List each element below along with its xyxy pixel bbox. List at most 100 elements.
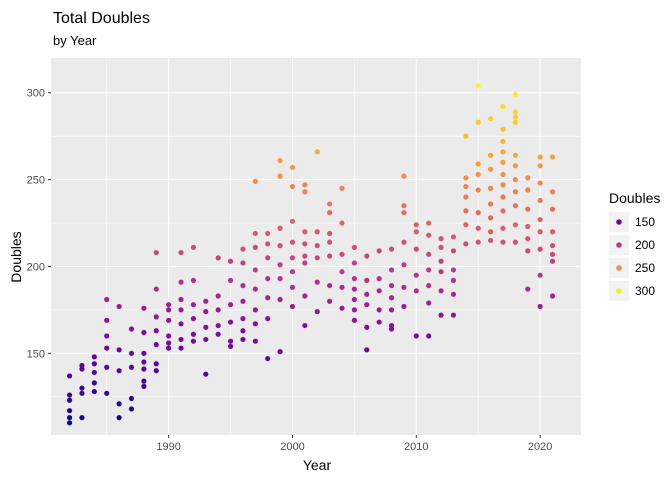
data-point (512, 222, 518, 228)
data-point (525, 175, 531, 181)
data-point (252, 321, 258, 327)
data-point (252, 307, 258, 313)
data-point (351, 276, 357, 282)
data-point (364, 302, 370, 308)
data-point (203, 336, 209, 343)
data-point (302, 189, 308, 195)
data-point (178, 296, 184, 303)
data-point (549, 251, 556, 257)
data-point (537, 154, 543, 160)
data-point (500, 104, 506, 110)
data-point (463, 208, 469, 214)
data-point (327, 282, 333, 289)
data-point (277, 173, 283, 179)
data-point (227, 338, 234, 344)
data-point (265, 315, 271, 322)
data-point (104, 390, 110, 396)
axis-ticks: 1990 2000 2010 2020 150 200 250 300 (27, 88, 553, 453)
data-point (401, 303, 407, 310)
data-point (116, 368, 122, 374)
data-point (240, 246, 246, 252)
data-point (104, 364, 110, 370)
data-point (401, 210, 407, 216)
data-point (215, 293, 221, 299)
data-point (141, 329, 147, 336)
data-point (314, 243, 320, 249)
data-point (240, 282, 246, 289)
y-tick-label: 250 (27, 175, 45, 187)
data-point (488, 237, 494, 244)
data-point (488, 152, 494, 158)
data-point (166, 345, 172, 351)
data-point (302, 229, 308, 235)
data-point (475, 83, 481, 89)
data-point (401, 284, 407, 290)
data-point (413, 272, 419, 278)
data-point (104, 296, 110, 303)
data-point (413, 222, 419, 228)
data-point (327, 298, 333, 304)
data-point (277, 243, 283, 249)
data-point (549, 229, 556, 235)
data-point (265, 295, 271, 301)
data-point (450, 277, 457, 283)
data-point (128, 350, 135, 356)
data-point (388, 267, 395, 273)
data-point (488, 215, 494, 221)
data-point (364, 277, 370, 283)
data-point (401, 203, 407, 209)
x-tick-label: 2020 (528, 441, 552, 453)
data-point (141, 305, 147, 311)
data-point (227, 302, 234, 308)
data-point (141, 359, 147, 365)
data-point (289, 269, 296, 275)
data-point (190, 302, 197, 308)
data-point (166, 302, 172, 308)
data-point (178, 321, 184, 327)
data-point (500, 182, 506, 188)
data-point (265, 241, 271, 247)
data-point (66, 392, 73, 398)
data-point (66, 415, 73, 421)
data-point (438, 269, 444, 275)
data-point (537, 246, 543, 252)
data-point (388, 282, 395, 289)
data-point (203, 324, 209, 330)
data-point (549, 154, 556, 160)
data-point (240, 336, 246, 343)
data-point (500, 208, 506, 214)
data-point (227, 277, 234, 283)
data-point (525, 248, 531, 254)
data-point (463, 194, 469, 200)
data-point (537, 197, 543, 204)
data-point (376, 319, 382, 325)
data-point (500, 171, 506, 178)
data-point (376, 307, 382, 313)
data-point (302, 260, 308, 266)
data-point (525, 223, 531, 230)
data-point (153, 328, 159, 334)
data-point (215, 331, 221, 337)
data-point (240, 260, 246, 266)
data-point (265, 255, 271, 261)
data-point (166, 340, 172, 346)
data-point (426, 232, 432, 238)
data-point (426, 267, 432, 273)
data-point (475, 210, 481, 216)
data-point (289, 255, 296, 261)
x-tick-label: 2000 (280, 441, 304, 453)
data-point (116, 415, 122, 421)
data-point (438, 312, 444, 318)
data-point (203, 371, 209, 377)
data-point (364, 347, 370, 353)
data-point (463, 133, 469, 139)
chart-title: Total Doubles (53, 10, 150, 27)
data-point (91, 388, 97, 395)
data-point (549, 189, 556, 195)
data-point (141, 350, 147, 356)
data-point (351, 244, 357, 250)
data-point (66, 397, 73, 403)
data-point (277, 276, 283, 282)
data-point (426, 333, 432, 339)
